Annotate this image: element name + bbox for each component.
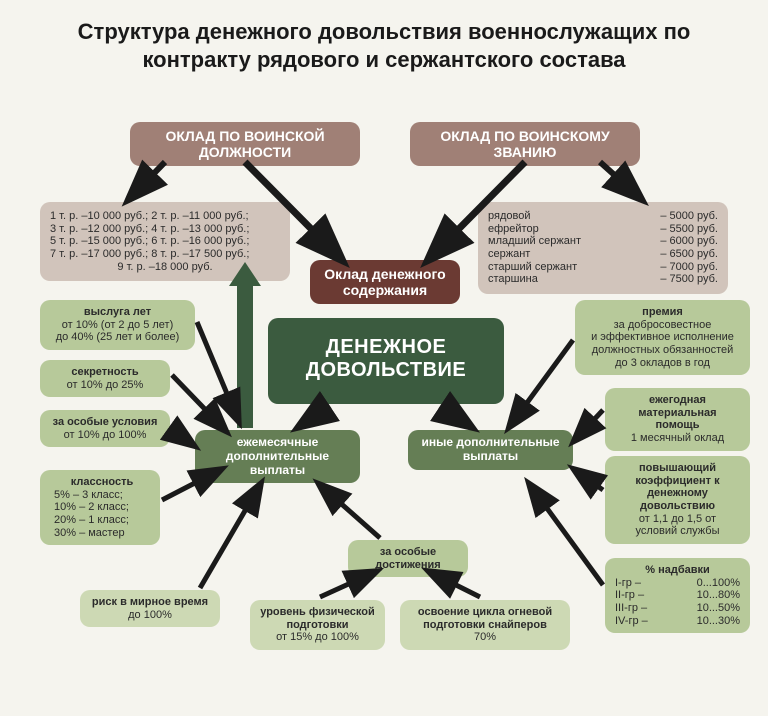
block-salary-content: Оклад денежного содержания (310, 260, 460, 304)
item-secrecy: секретность от 10% до 25% (40, 360, 170, 397)
page-title: Структура денежного довольствия военносл… (0, 0, 768, 83)
item-annual-aid: ежегодная материальная помощь 1 месячный… (605, 388, 750, 451)
rate-row: 1 т. р. –10 000 руб.; 2 т. р. –11 000 ру… (50, 210, 280, 223)
item-risk: риск в мирное время до 100% (80, 590, 220, 627)
rate-row: 5 т. р. –15 000 руб.; 6 т. р. –16 000 ру… (50, 235, 280, 248)
rank-row: младший сержант– 6000 руб. (488, 235, 718, 248)
item-pct-allowance: % надбавки I-гр –0...100% II-гр –10...80… (605, 558, 750, 633)
head-rank-salary: ОКЛАД ПО ВОИНСКОМУ ЗВАНИЮ (410, 122, 640, 166)
block-main-allowance: ДЕНЕЖНОЕ ДОВОЛЬСТВИЕ (268, 318, 504, 404)
table-position-rates: 1 т. р. –10 000 руб.; 2 т. р. –11 000 ру… (40, 202, 290, 281)
head-position-salary: ОКЛАД ПО ВОИНСКОЙ ДОЛЖНОСТИ (130, 122, 360, 166)
item-special-conditions: за особые условия от 10% до 100% (40, 410, 170, 447)
item-achievements: за особые достижения (348, 540, 468, 577)
rate-row: 7 т. р. –17 000 руб.; 8 т. р. –17 500 ру… (50, 248, 280, 261)
item-bonus: премия за добросовестное и эффективное и… (575, 300, 750, 375)
rank-row: старший сержант– 7000 руб. (488, 261, 718, 274)
rank-row: старшина– 7500 руб. (488, 273, 718, 286)
rank-row: рядовой– 5000 руб. (488, 210, 718, 223)
item-class: классность 5% – 3 класс; 10% – 2 класс; … (40, 470, 160, 545)
item-coef: повышающий коэффициент к денежному довол… (605, 456, 750, 544)
item-physical: уровень физической подготовки от 15% до … (250, 600, 385, 650)
rate-row: 9 т. р. –18 000 руб. (50, 261, 280, 274)
rate-row: 3 т. р. –12 000 руб.; 4 т. р. –13 000 ру… (50, 223, 280, 236)
item-seniority: выслуга лет от 10% (от 2 до 5 лет) до 40… (40, 300, 195, 350)
item-sniper: освоение цикла огневой подготовки снайпе… (400, 600, 570, 650)
table-rank-rates: рядовой– 5000 руб. ефрейтор– 5500 руб. м… (478, 202, 728, 294)
block-other-extras: иные дополнительные выплаты (408, 430, 573, 470)
block-monthly-extras: ежемесячные дополнительные выплаты (195, 430, 360, 483)
rank-row: ефрейтор– 5500 руб. (488, 223, 718, 236)
rank-row: сержант– 6500 руб. (488, 248, 718, 261)
